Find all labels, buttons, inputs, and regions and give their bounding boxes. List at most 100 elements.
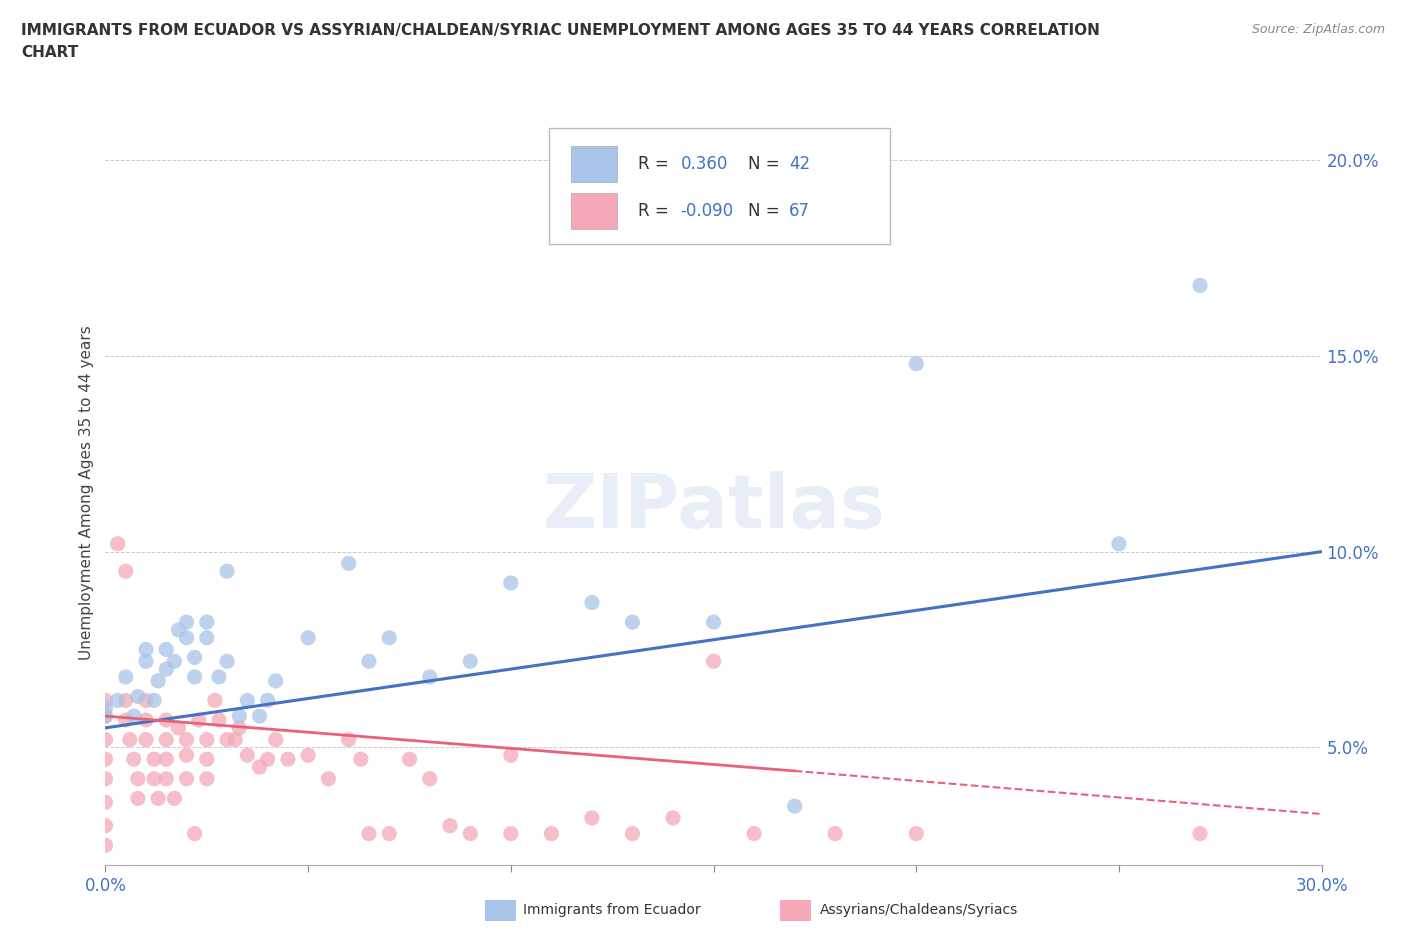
FancyBboxPatch shape (571, 146, 617, 182)
Point (228, 709, 250, 724)
FancyBboxPatch shape (571, 193, 617, 229)
Point (94, 709, 117, 724)
Point (143, 771, 166, 786)
Point (94, 709, 117, 724)
Y-axis label: Unemployment Among Ages 35 to 44 years: Unemployment Among Ages 35 to 44 years (79, 326, 94, 660)
Text: R =: R = (638, 155, 673, 173)
Point (277, 751, 299, 766)
Point (176, 771, 198, 786)
Point (135, 642, 157, 657)
Point (146, 673, 169, 688)
Point (217, 654, 239, 669)
Text: Source: ZipAtlas.com: Source: ZipAtlas.com (1251, 23, 1385, 36)
Point (621, 826, 644, 841)
Point (1108, 537, 1130, 551)
Point (127, 790, 149, 805)
Point (94, 701, 117, 716)
Point (135, 732, 157, 747)
Point (94, 838, 117, 853)
Point (183, 670, 205, 684)
Point (378, 826, 401, 841)
Point (217, 564, 239, 578)
Point (458, 826, 481, 841)
Point (1189, 826, 1212, 841)
Point (135, 693, 157, 708)
Point (176, 748, 198, 763)
Point (1189, 278, 1212, 293)
Point (208, 712, 231, 727)
Point (195, 631, 218, 645)
Point (905, 356, 928, 371)
Point (167, 622, 190, 637)
Point (176, 732, 198, 747)
Point (208, 670, 231, 684)
Point (458, 654, 481, 669)
Point (127, 689, 149, 704)
Text: -0.090: -0.090 (681, 202, 734, 219)
Point (249, 709, 271, 724)
Point (195, 771, 218, 786)
Point (135, 712, 157, 727)
Point (499, 748, 522, 763)
Point (581, 810, 603, 825)
Point (94, 818, 117, 833)
Point (195, 615, 218, 630)
Point (187, 712, 209, 727)
Point (127, 771, 149, 786)
Point (155, 642, 177, 657)
Point (122, 751, 145, 766)
Text: IMMIGRANTS FROM ECUADOR VS ASSYRIAN/CHALDEAN/SYRIAC UNEMPLOYMENT AMONG AGES 35 T: IMMIGRANTS FROM ECUADOR VS ASSYRIAN/CHAL… (21, 23, 1099, 38)
Point (146, 790, 169, 805)
Point (783, 799, 806, 814)
Point (337, 732, 360, 747)
Point (499, 826, 522, 841)
Point (702, 654, 725, 669)
Point (499, 576, 522, 591)
Point (581, 595, 603, 610)
Point (824, 826, 846, 841)
Text: N =: N = (748, 202, 785, 219)
Point (167, 721, 190, 736)
Point (155, 751, 177, 766)
Point (176, 631, 198, 645)
Point (621, 615, 644, 630)
Point (378, 631, 401, 645)
Point (163, 790, 186, 805)
Point (107, 693, 129, 708)
Point (163, 654, 186, 669)
Text: 67: 67 (789, 202, 810, 219)
Point (264, 673, 287, 688)
Point (224, 732, 246, 747)
Point (94, 732, 117, 747)
Point (249, 760, 271, 775)
Point (217, 732, 239, 747)
Point (94, 771, 117, 786)
Point (419, 771, 441, 786)
Text: Immigrants from Ecuador: Immigrants from Ecuador (523, 903, 700, 918)
Point (155, 732, 177, 747)
Point (318, 771, 340, 786)
Point (236, 693, 259, 708)
Point (419, 670, 441, 684)
Point (183, 826, 205, 841)
Point (183, 650, 205, 665)
Point (742, 826, 765, 841)
Point (94, 751, 117, 766)
Point (357, 654, 380, 669)
Point (540, 826, 562, 841)
Point (905, 826, 928, 841)
Point (155, 771, 177, 786)
Point (107, 537, 129, 551)
Point (143, 693, 166, 708)
Point (256, 693, 278, 708)
Point (662, 810, 685, 825)
Text: 42: 42 (789, 155, 810, 173)
Text: 0.360: 0.360 (681, 155, 728, 173)
Point (228, 721, 250, 736)
Point (143, 751, 166, 766)
Point (114, 693, 136, 708)
Point (297, 748, 319, 763)
Point (155, 712, 177, 727)
Text: ZIPatlas: ZIPatlas (543, 472, 884, 544)
Point (135, 654, 157, 669)
